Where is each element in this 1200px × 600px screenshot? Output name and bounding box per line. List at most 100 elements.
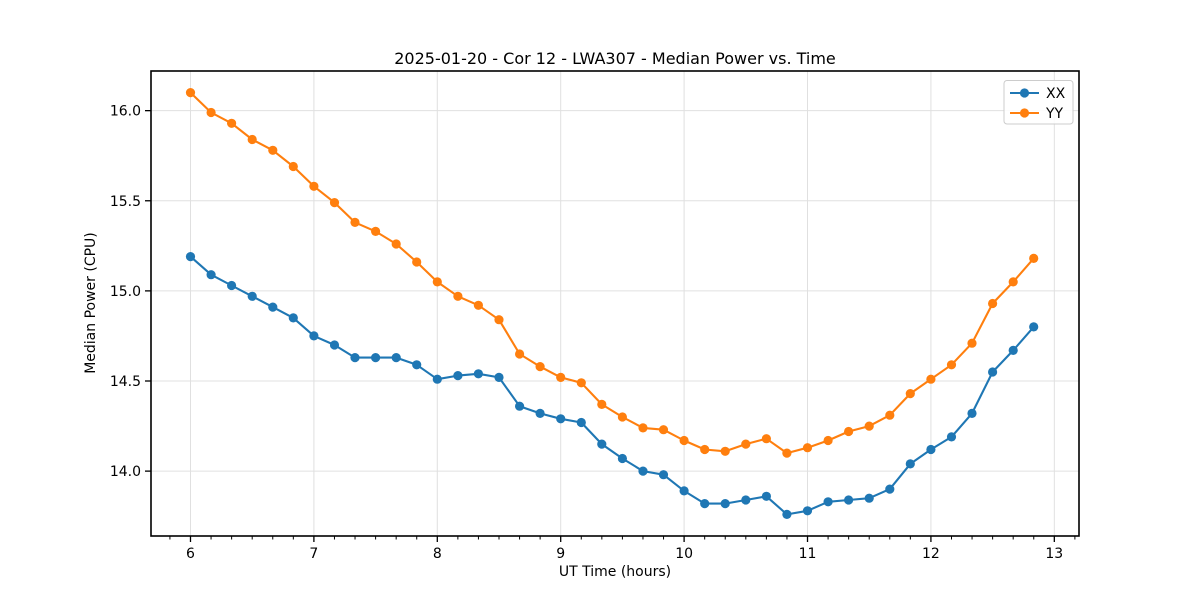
- y-tick-label: 14.5: [110, 374, 141, 390]
- data-point-XX: [247, 291, 257, 301]
- plot-border: [150, 70, 1080, 537]
- data-point-XX: [329, 340, 340, 350]
- data-point-YY: [597, 399, 607, 409]
- data-point-XX: [453, 371, 463, 381]
- data-point-YY: [371, 226, 381, 236]
- x-tick-label: 8: [433, 546, 442, 562]
- x-tick-label: 10: [675, 546, 693, 562]
- data-point-YY: [288, 161, 298, 172]
- data-point-XX: [761, 491, 772, 501]
- data-point-XX: [720, 499, 730, 509]
- data-point-YY: [679, 435, 689, 446]
- x-tick-label: 11: [799, 546, 817, 562]
- data-point-XX: [1029, 322, 1039, 332]
- data-point-YY: [946, 360, 957, 370]
- data-point-XX: [597, 439, 607, 449]
- y-axis: 14.0 14.5 15.0 15.5 16.0: [110, 104, 151, 480]
- data-point-YY: [782, 448, 792, 458]
- y-axis-label: Median Power (CPU): [83, 232, 99, 374]
- data-point-YY: [576, 378, 586, 388]
- grid: [151, 71, 1079, 536]
- data-point-YY: [329, 198, 340, 208]
- data-point-YY: [227, 118, 237, 128]
- data-point-XX: [515, 401, 525, 411]
- data-point-XX: [227, 280, 237, 291]
- data-point-XX: [432, 374, 442, 384]
- series-line-YY: [189, 91, 1035, 455]
- legend: XX YY: [1003, 80, 1074, 125]
- data-point-XX: [535, 408, 545, 418]
- series-line-XX: [189, 255, 1035, 516]
- data-point-XX: [617, 453, 628, 464]
- data-point-XX: [700, 499, 710, 509]
- data-point-YY: [864, 421, 874, 431]
- data-point-XX: [926, 444, 936, 455]
- x-tick-label: 12: [922, 546, 940, 562]
- series-XX: [185, 252, 1039, 519]
- data-point-YY: [453, 291, 463, 301]
- data-point-XX: [967, 408, 977, 418]
- data-point-YY: [823, 435, 833, 446]
- legend-marker-XX: [1019, 88, 1030, 98]
- data-point-XX: [782, 509, 792, 519]
- data-point-YY: [1008, 277, 1018, 287]
- x-axis-label: UT Time (hours): [559, 564, 671, 580]
- data-point-YY: [473, 300, 483, 310]
- data-point-YY: [988, 298, 998, 309]
- data-point-YY: [926, 374, 936, 384]
- data-point-YY: [391, 239, 401, 249]
- data-point-XX: [371, 353, 381, 363]
- data-point-XX: [556, 414, 566, 424]
- data-point-XX: [844, 495, 854, 505]
- data-point-XX: [391, 353, 401, 363]
- y-tick-label: 15.0: [110, 284, 141, 300]
- series-YY: [185, 88, 1039, 458]
- data-point-YY: [658, 425, 669, 435]
- data-point-XX: [494, 372, 504, 382]
- legend-marker-YY: [1019, 108, 1030, 118]
- data-point-XX: [864, 493, 874, 503]
- data-point-YY: [556, 372, 566, 382]
- data-point-XX: [206, 270, 216, 280]
- y-tick-label: 15.5: [110, 194, 141, 210]
- data-point-XX: [946, 432, 957, 442]
- data-point-XX: [412, 360, 422, 370]
- data-point-XX: [741, 495, 751, 505]
- x-axis: 6 7 8 9 10 11 12 13: [169, 536, 1076, 562]
- x-tick-label: 13: [1045, 546, 1063, 562]
- data-point-XX: [638, 466, 648, 476]
- data-point-XX: [679, 486, 689, 496]
- data-point-XX: [576, 417, 586, 428]
- data-point-XX: [288, 313, 298, 323]
- legend-label-XX: XX: [1046, 86, 1066, 102]
- data-point-YY: [206, 107, 216, 118]
- data-point-YY: [515, 349, 525, 359]
- data-point-XX: [658, 470, 669, 480]
- data-point-YY: [432, 277, 442, 287]
- data-point-YY: [638, 423, 648, 433]
- data-point-YY: [885, 410, 895, 420]
- data-point-YY: [802, 443, 813, 453]
- data-point-XX: [988, 367, 998, 377]
- data-point-XX: [350, 353, 360, 363]
- chart-title: 2025-01-20 - Cor 12 - LWA307 - Median Po…: [394, 49, 836, 68]
- data-point-XX: [185, 252, 196, 262]
- data-point-YY: [309, 181, 319, 191]
- data-point-YY: [761, 434, 772, 444]
- y-tick-label: 14.0: [110, 464, 141, 480]
- data-point-YY: [1029, 253, 1039, 263]
- data-point-YY: [700, 444, 710, 455]
- data-point-YY: [350, 217, 360, 227]
- data-point-YY: [720, 446, 730, 456]
- legend-label-YY: YY: [1045, 106, 1064, 122]
- data-point-YY: [967, 338, 977, 348]
- data-point-YY: [494, 315, 504, 325]
- y-tick-label: 16.0: [110, 104, 141, 120]
- data-point-YY: [617, 412, 628, 422]
- data-point-XX: [885, 484, 895, 494]
- data-point-XX: [823, 497, 833, 507]
- data-point-YY: [247, 134, 257, 145]
- data-point-YY: [185, 88, 196, 98]
